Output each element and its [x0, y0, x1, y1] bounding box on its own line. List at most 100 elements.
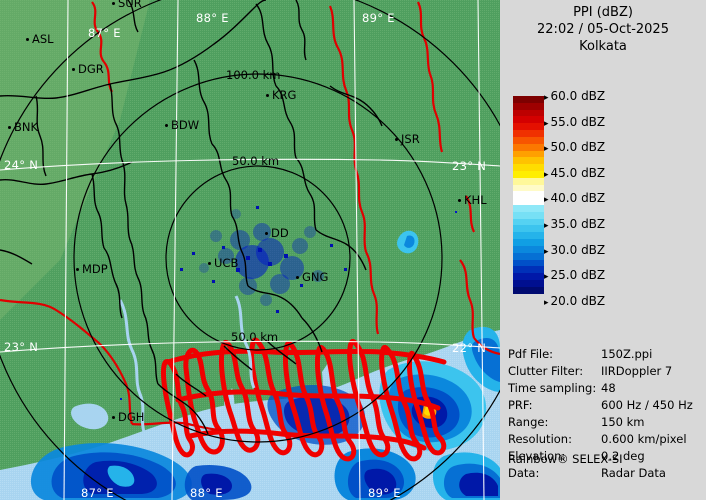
colorbar-band — [513, 116, 544, 124]
city-marker[interactable]: SUR — [112, 0, 142, 10]
city-marker[interactable]: GNG — [296, 270, 328, 284]
panel-title: PPI (dBZ) 22:02 / 05-Oct-2025 Kolkata — [500, 4, 706, 55]
colorbar-band — [513, 259, 544, 267]
colorbar-band — [513, 245, 544, 253]
city-marker[interactable]: DD — [265, 226, 289, 240]
city-marker[interactable]: KRG — [266, 88, 296, 102]
colorbar[interactable] — [513, 96, 544, 294]
metadata-row: Clutter Filter: IIRDoppler 7 — [508, 363, 706, 380]
city-marker[interactable]: DGH — [112, 410, 144, 424]
tick-label: 20.0 dBZ — [550, 293, 606, 308]
echo-sea-field — [30, 326, 500, 500]
city-label: UCB — [214, 256, 239, 270]
tick-label: 55.0 dBZ — [550, 114, 606, 129]
colorbar-band — [513, 150, 544, 158]
graticule-label: 89° E — [368, 486, 401, 500]
river-hooghly — [118, 295, 256, 433]
metadata-row: Data: Radar Data — [508, 465, 706, 482]
colorbar-band — [513, 198, 544, 205]
tick-label: 60.0 dBZ — [550, 89, 606, 103]
metadata-value: 150 km — [601, 415, 645, 429]
colorbar-tick: ▸ 20.0 dBZ — [544, 294, 605, 308]
metadata-row: Time sampling: 48 — [508, 380, 706, 397]
city-marker[interactable]: ASL — [26, 32, 54, 46]
metadata-key: Pdf File: — [508, 347, 554, 361]
colorbar-band — [513, 273, 544, 280]
tick-label: 50.0 dBZ — [550, 140, 606, 155]
city-marker[interactable]: KHL — [458, 193, 487, 207]
graticule-label: 87° E — [81, 486, 114, 500]
graticule-label: 24° N — [4, 158, 39, 172]
city-label: KRG — [272, 88, 297, 102]
tick-arrow-icon: ▸ — [544, 195, 549, 206]
city-dot-icon — [112, 1, 115, 5]
range-rings — [0, 0, 500, 500]
colorbar-band — [513, 170, 544, 178]
metadata-row: Range: 150 km — [508, 414, 706, 431]
metadata-row: Elevation: 0.2 deg — [508, 448, 706, 465]
colorbar-band — [513, 109, 544, 117]
graticule — [0, 0, 500, 500]
city-marker[interactable]: DGR — [72, 62, 104, 76]
map-canvas — [0, 0, 500, 500]
tick-arrow-icon: ▸ — [544, 272, 549, 283]
colorbar-band — [513, 143, 544, 151]
colorbar-band — [513, 177, 544, 185]
metadata-value: 48 — [601, 381, 616, 395]
metadata-key: Clutter Filter: — [508, 364, 584, 378]
terrain-shade — [0, 0, 150, 320]
city-marker[interactable]: BDW — [165, 118, 199, 132]
colorbar-band — [513, 157, 544, 165]
city-marker[interactable]: MDP — [76, 262, 108, 276]
tick-label: 35.0 dBZ — [550, 217, 606, 231]
city-dot-icon — [8, 125, 11, 129]
city-dot-icon — [165, 123, 168, 127]
colorbar-band — [513, 286, 544, 294]
city-label: BNK — [14, 120, 39, 134]
city-label: KHL — [464, 193, 487, 207]
city-dot-icon — [395, 137, 398, 141]
tick-arrow-icon: ▸ — [544, 221, 549, 231]
graticule-label: 87° E — [88, 26, 121, 40]
metadata-row: PRF: 600 Hz / 450 Hz — [508, 397, 706, 414]
colorbar-band — [513, 130, 544, 137]
city-label: GNG — [302, 270, 329, 284]
tick-label: 40.0 dBZ — [550, 191, 606, 206]
city-label: MDP — [82, 262, 108, 276]
graticule-label: 23° N — [4, 340, 39, 354]
city-marker[interactable]: BNK — [8, 120, 38, 134]
colorbar-tick: ▸ 50.0 dBZ — [544, 140, 605, 154]
city-dot-icon — [72, 67, 75, 71]
radar-map[interactable]: 87° E 88° E 89° E 87° E 88° E 89° E 24° N 23° N… — [0, 0, 500, 500]
city-dot-icon — [112, 415, 115, 419]
city-label: ASL — [32, 32, 54, 46]
range-ring-label: 50.0 km — [231, 330, 279, 344]
city-label: DGH — [118, 410, 145, 424]
title-product: PPI (dBZ) — [573, 5, 633, 20]
colorbar-band — [513, 136, 544, 144]
tick-arrow-icon: ▸ — [544, 118, 549, 129]
metadata-value: 150Z.ppi — [601, 347, 653, 361]
echo-convective-red — [161, 337, 447, 462]
city-marker[interactable]: JSR — [395, 132, 420, 146]
vendor-brand: Rainbow® SELEX-SI — [508, 452, 623, 466]
metadata-row: Pdf File: 150Z.ppi — [508, 346, 706, 363]
metadata-key: PRF: — [508, 398, 533, 412]
colorbar-band — [513, 266, 544, 274]
colorbar-band — [513, 211, 544, 219]
tick-arrow-icon: ▸ — [544, 246, 549, 257]
colorbar-tick: ▸ 30.0 dBZ — [544, 243, 605, 257]
tick-label: 25.0 dBZ — [550, 268, 606, 283]
river-network — [0, 1, 500, 432]
city-dot-icon — [458, 198, 461, 202]
city-label: JSR — [401, 132, 420, 146]
city-dot-icon — [296, 275, 299, 279]
metadata-key: Resolution: — [508, 432, 572, 446]
city-marker[interactable]: UCB — [208, 256, 238, 270]
colorbar-band — [513, 279, 544, 287]
colorbar-tick: ▸ 35.0 dBZ — [544, 217, 605, 231]
colorbar-band — [513, 184, 544, 192]
tick-arrow-icon: ▸ — [544, 169, 549, 180]
graticule-label: 22° N — [452, 341, 487, 355]
